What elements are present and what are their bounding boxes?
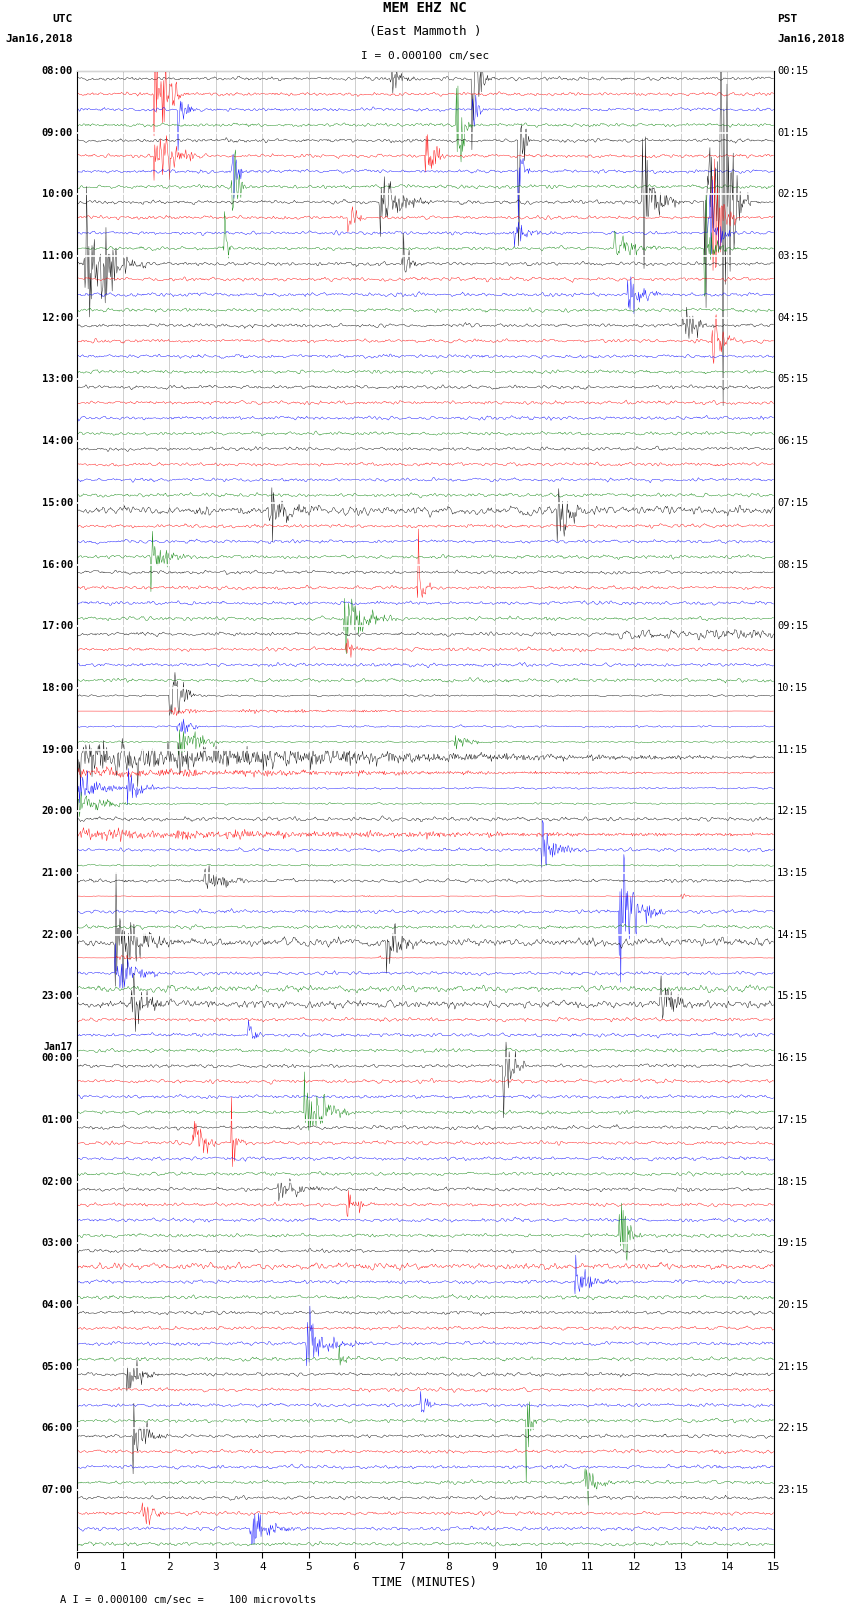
Text: MEM EHZ NC: MEM EHZ NC <box>383 0 467 15</box>
Text: 22:00: 22:00 <box>42 929 73 940</box>
Text: UTC: UTC <box>53 13 73 24</box>
Text: 09:15: 09:15 <box>777 621 808 631</box>
Text: 00:15: 00:15 <box>777 66 808 76</box>
Text: 17:15: 17:15 <box>777 1115 808 1124</box>
Text: 09:00: 09:00 <box>42 127 73 137</box>
Text: 07:15: 07:15 <box>777 498 808 508</box>
Text: 13:00: 13:00 <box>42 374 73 384</box>
Text: PST: PST <box>777 13 797 24</box>
Text: 08:15: 08:15 <box>777 560 808 569</box>
Text: 10:00: 10:00 <box>42 189 73 200</box>
Text: 17:00: 17:00 <box>42 621 73 631</box>
Text: 03:15: 03:15 <box>777 252 808 261</box>
Text: 18:15: 18:15 <box>777 1176 808 1187</box>
Text: 08:00: 08:00 <box>42 66 73 76</box>
Text: Jan16,2018: Jan16,2018 <box>777 34 845 44</box>
Text: 05:15: 05:15 <box>777 374 808 384</box>
Text: 23:00: 23:00 <box>42 992 73 1002</box>
Text: 12:15: 12:15 <box>777 806 808 816</box>
Text: Jan17: Jan17 <box>43 1042 73 1052</box>
Text: 15:15: 15:15 <box>777 992 808 1002</box>
Text: 05:00: 05:00 <box>42 1361 73 1371</box>
Text: 14:15: 14:15 <box>777 929 808 940</box>
Text: 20:15: 20:15 <box>777 1300 808 1310</box>
Text: 22:15: 22:15 <box>777 1423 808 1434</box>
Text: 12:00: 12:00 <box>42 313 73 323</box>
Text: 03:00: 03:00 <box>42 1239 73 1248</box>
Text: 04:00: 04:00 <box>42 1300 73 1310</box>
Text: 13:15: 13:15 <box>777 868 808 877</box>
Text: 14:00: 14:00 <box>42 436 73 447</box>
Text: 16:15: 16:15 <box>777 1053 808 1063</box>
Text: 01:00: 01:00 <box>42 1115 73 1124</box>
Text: 21:15: 21:15 <box>777 1361 808 1371</box>
Text: 16:00: 16:00 <box>42 560 73 569</box>
Text: 11:00: 11:00 <box>42 252 73 261</box>
Text: 01:15: 01:15 <box>777 127 808 137</box>
Text: 23:15: 23:15 <box>777 1486 808 1495</box>
Text: 15:00: 15:00 <box>42 498 73 508</box>
Text: I = 0.000100 cm/sec: I = 0.000100 cm/sec <box>361 50 489 61</box>
Text: 04:15: 04:15 <box>777 313 808 323</box>
Text: 02:15: 02:15 <box>777 189 808 200</box>
Text: 10:15: 10:15 <box>777 682 808 694</box>
Text: 19:15: 19:15 <box>777 1239 808 1248</box>
Text: 07:00: 07:00 <box>42 1486 73 1495</box>
Text: (East Mammoth ): (East Mammoth ) <box>369 26 481 39</box>
Text: 18:00: 18:00 <box>42 682 73 694</box>
Text: A I = 0.000100 cm/sec =    100 microvolts: A I = 0.000100 cm/sec = 100 microvolts <box>60 1595 315 1605</box>
Text: 06:00: 06:00 <box>42 1423 73 1434</box>
Text: Jan16,2018: Jan16,2018 <box>5 34 73 44</box>
Text: 06:15: 06:15 <box>777 436 808 447</box>
Text: 00:00: 00:00 <box>42 1053 73 1063</box>
Text: 20:00: 20:00 <box>42 806 73 816</box>
Text: 19:00: 19:00 <box>42 745 73 755</box>
Text: 21:00: 21:00 <box>42 868 73 877</box>
Text: 11:15: 11:15 <box>777 745 808 755</box>
Text: 02:00: 02:00 <box>42 1176 73 1187</box>
X-axis label: TIME (MINUTES): TIME (MINUTES) <box>372 1576 478 1589</box>
